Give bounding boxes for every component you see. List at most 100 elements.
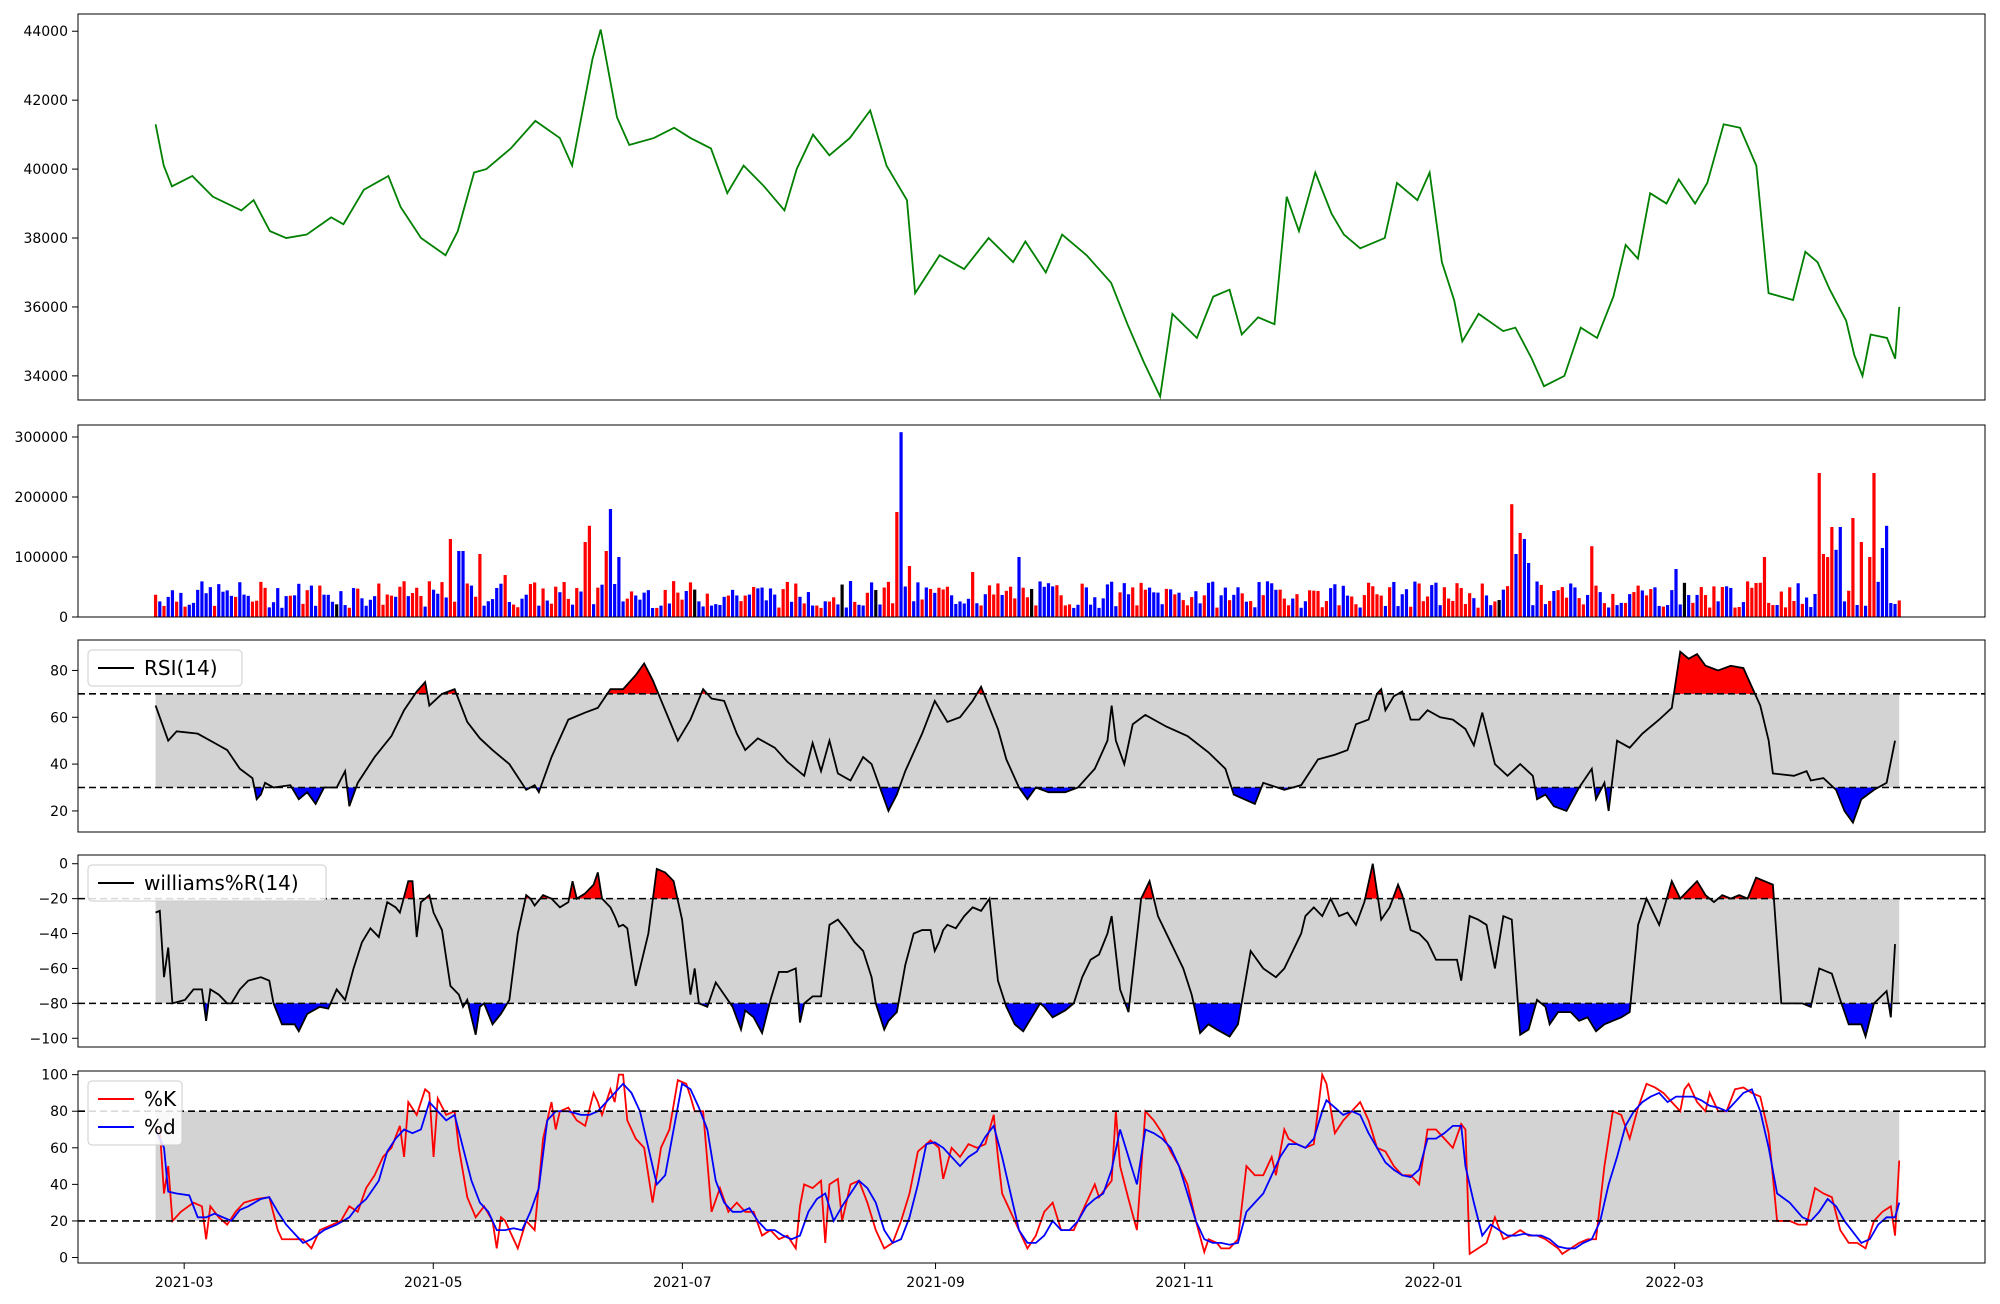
volume-bar [158,601,162,617]
volume-bar [234,596,238,617]
volume-bar [183,606,187,617]
volume-bar [516,607,520,617]
volume-bar [1067,604,1072,617]
volume-bar [608,509,613,617]
volume-bar [1320,607,1324,617]
volume-bar [794,583,798,617]
rsi-oversold-fill [1018,787,1036,800]
williams-oversold-fill [484,1003,508,1025]
volume-bar [1337,605,1341,617]
volume-bar [322,594,326,617]
volume-bar [1236,587,1240,617]
volume-bar [1792,600,1796,617]
volume-bar [1000,594,1004,617]
volume-bar [933,592,937,617]
volume-bar [255,600,259,617]
volume-bar [1737,607,1741,617]
date-axis-tick-label: 2021-09 [906,1275,965,1291]
volume-bar [1594,585,1598,617]
williams-oversold-fill [468,1003,485,1035]
volume-bar [1535,581,1539,617]
volume-bar [461,551,465,617]
rsi-legend-box [87,649,243,687]
volume-bar [166,596,170,617]
rsi-oversold-fill [1534,787,1580,811]
volume-bar [983,594,987,617]
volume-bar [1695,594,1699,617]
williams-ytick-label: −40 [38,927,68,943]
volume-bar [533,582,537,617]
volume-bar [1215,607,1219,617]
volume-bar [752,586,756,617]
rsi-oversold-fill [1231,787,1262,804]
volume-bar [1720,587,1724,617]
volume-bar [1754,583,1758,617]
volume-bar [1442,587,1446,617]
volume-bar [507,601,511,617]
volume-bar [1206,582,1211,617]
volume-bar [1249,601,1253,617]
volume-bar [1219,595,1223,617]
volume-bar [903,586,907,617]
volume-bar [937,587,941,617]
date-axis-tick-label: 2021-05 [404,1275,463,1291]
volume-bar [596,587,600,617]
stochastic-series-line-1 [154,1082,1901,1250]
volume-bar [693,589,697,617]
volume-bar [377,583,381,617]
volume-bar [288,595,292,617]
volume-bar [1038,581,1042,617]
volume-bar [865,592,869,617]
volume-bar [1468,593,1472,617]
volume-bar [1893,603,1897,617]
volume-bar [1863,605,1868,617]
volume-bar [1771,605,1775,617]
williams-legend-box [87,864,327,902]
volume-bar [179,592,183,617]
volume-bar [966,598,971,617]
volume-bar [928,589,933,617]
volume-bar [1522,539,1526,617]
volume-bar [975,603,979,617]
volume-bar [1059,595,1063,617]
volume-bar [672,581,676,617]
volume-bar [941,589,945,617]
volume-bar [1838,527,1842,617]
volume-bar [1375,594,1379,617]
volume-bar [1055,585,1059,617]
volume-bar [1025,597,1030,617]
volume-ytick-label: 200000 [15,490,68,506]
volume-bar [777,607,781,617]
volume-bar [773,594,777,617]
volume-bar [440,582,444,617]
volume-bar [1539,584,1543,617]
volume-bar [848,581,853,617]
volume-bar [1564,597,1569,617]
volume-bar [735,595,739,617]
volume-bar [562,582,566,617]
volume-bar [191,602,196,617]
volume-bar [945,586,949,617]
volume-bar [1661,606,1665,617]
stochastic-ytick-label: 80 [50,1104,68,1120]
volume-bar [1497,600,1501,617]
volume-ytick-label: 100000 [15,550,68,566]
volume-bar [1105,584,1110,617]
rsi-neutral-band [155,693,1900,788]
volume-bar [1261,595,1265,617]
volume-bar [583,542,587,617]
stochastic-ytick-label: 0 [59,1251,68,1267]
volume-bar [1830,527,1834,617]
volume-bar [419,596,423,617]
volume-bar [1139,582,1143,617]
rsi-ytick-label: 40 [50,757,68,773]
volume-bar [292,595,297,617]
volume-bar [1409,606,1413,617]
volume-bar [1480,583,1484,617]
volume-bar [1223,587,1227,617]
volume-bar [1110,581,1114,617]
volume-bar [1358,607,1362,617]
volume-bar [1383,605,1388,617]
volume-bar [284,596,288,617]
